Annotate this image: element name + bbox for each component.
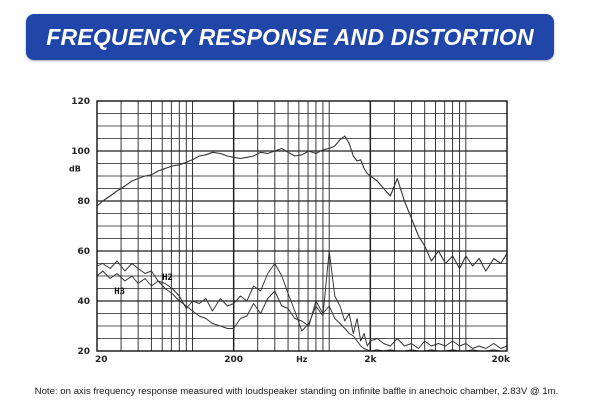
series-label-h2: H2 [162,273,173,283]
chart-curves [96,135,508,352]
chart-title: FREQUENCY RESPONSE AND DISTORTION [46,23,534,50]
y-tick-label: 40 [77,297,90,307]
chart-labels: 20 40 60 80 100 120 20 200 2k 20k Hz dB H2 H3 [69,97,511,365]
chart-grid [97,101,507,351]
x-tick-label: 20 [95,355,108,365]
y-tick-label: 100 [71,147,90,157]
series-line-response [96,135,508,272]
x-axis-label: Hz [296,355,308,364]
measurement-note: Note: on axis frequency response measure… [34,386,559,397]
y-tick-label: 20 [77,347,90,357]
x-tick-label: 2k [364,355,377,365]
series-line-h2 [96,250,508,349]
series-label-h3: H3 [114,287,125,297]
y-tick-label: 120 [71,97,90,107]
y-axis-label: dB [69,165,81,174]
plot-frame [96,100,508,352]
y-tick-label: 80 [77,197,90,207]
y-tick-label: 60 [77,247,90,257]
series-line-h3 [96,270,507,352]
frequency-response-chart: 20 40 60 80 100 120 20 200 2k 20k Hz dB H2 H3 [69,97,511,365]
x-tick-label: 200 [224,355,243,365]
x-tick-label: 20k [491,355,511,365]
title-banner: FREQUENCY RESPONSE AND DISTORTION [26,14,554,60]
